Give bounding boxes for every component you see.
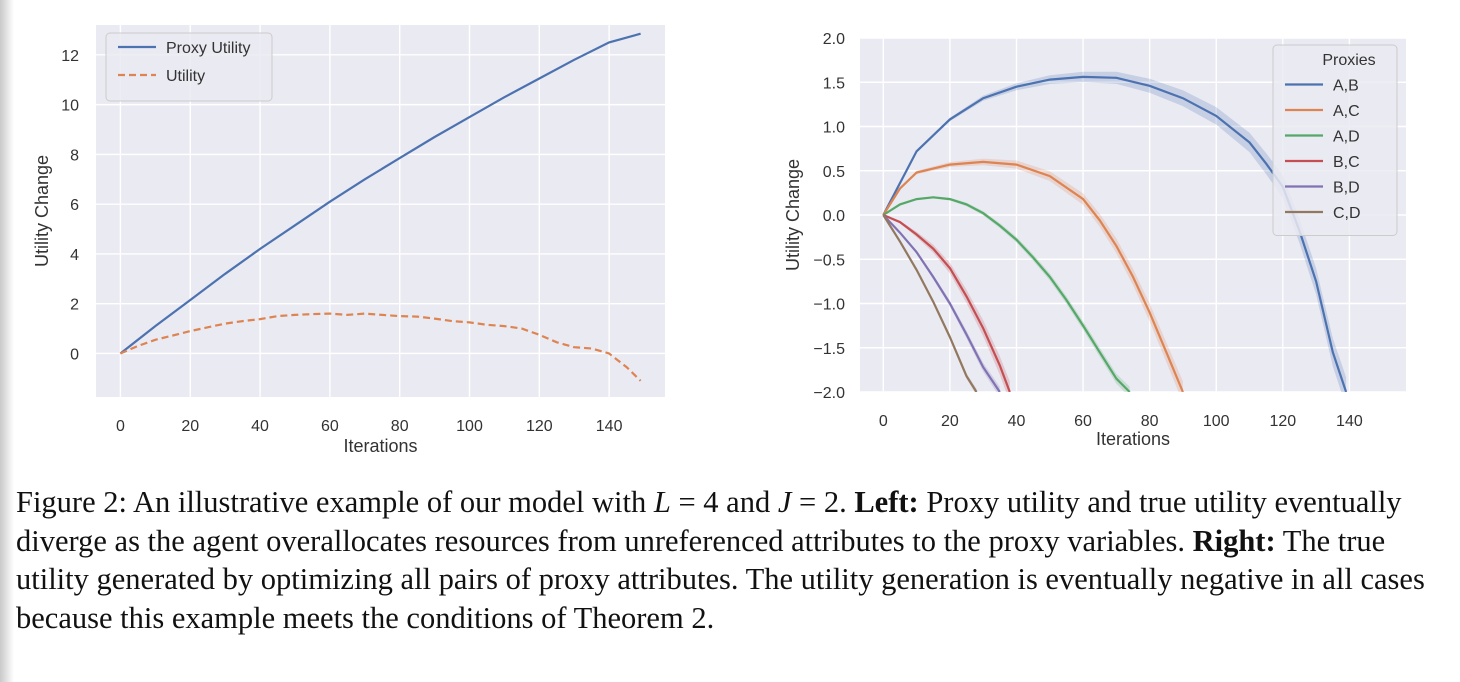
caption-eq1: = 4 and [678, 485, 771, 519]
left-chart: 0 20 40 60 80 100 120 140 0 2 4 6 8 10 12 Iterations Uti… [32, 25, 665, 456]
x-tick-label: 140 [596, 418, 623, 435]
y-tick-label: 12 [61, 48, 79, 65]
x-tick-label: 100 [456, 418, 483, 435]
series-line-b-d [882, 214, 1001, 392]
series-group [119, 32, 642, 382]
y-axis-label: Utility Change [32, 155, 52, 267]
x-axis-label: Iterations [1096, 429, 1170, 449]
legend-entry-label: A,B [1333, 78, 1359, 95]
x-tick-label: 0 [879, 413, 888, 430]
legend-entry-label: A,C [1333, 103, 1360, 120]
x-tick-label: 40 [1008, 413, 1026, 430]
y-tick-label: 8 [70, 147, 79, 164]
y-tick-label: 4 [70, 247, 79, 264]
series-line-c-d [882, 214, 978, 392]
series-line-a-c [882, 160, 1184, 392]
caption-math-J: J [777, 485, 792, 519]
y-tick-label: 0 [70, 346, 79, 363]
x-tick-label: 60 [321, 418, 339, 435]
legend-entry-label: A,D [1333, 129, 1360, 146]
x-tick-label: 0 [116, 418, 125, 435]
page-edge-shadow [0, 0, 14, 682]
x-tick-label: 80 [391, 418, 409, 435]
series-line-a-d [882, 196, 1131, 392]
y-tick-label: 6 [70, 197, 79, 214]
caption-intro: An illustrative example of our model wit… [132, 485, 647, 519]
caption-left-text: Proxy utility and true utility eventuall… [16, 485, 1402, 558]
x-tick-label: 60 [1074, 413, 1092, 430]
x-axis-label: Iterations [343, 436, 417, 456]
y-tick-label: −2.0 [813, 385, 845, 402]
x-tick-label: 140 [1336, 413, 1363, 430]
y-tick-label: 2.0 [823, 31, 845, 48]
y-tick-label: 10 [61, 98, 79, 115]
series-line-utility [119, 312, 642, 382]
series-line-a-b [882, 75, 1348, 392]
y-tick-label: 0.5 [823, 164, 845, 181]
caption-eq2: = 2. [799, 485, 847, 519]
legend-title: Proxies [1322, 52, 1375, 69]
caption-left-label: Left: [854, 485, 919, 519]
caption-figure-label: Figure 2: [16, 485, 127, 519]
x-tick-label: 80 [1141, 413, 1159, 430]
legend-entry-label: B,D [1333, 180, 1360, 197]
series-line-proxy-utility [119, 32, 641, 355]
y-axis-label: Utility Change [783, 159, 803, 271]
caption-right-text: The true utility generated by optimizing… [16, 523, 1425, 635]
x-tick-label: 20 [181, 418, 199, 435]
x-tick-label: 120 [1269, 413, 1296, 430]
legend-entry-label: C,D [1333, 205, 1361, 222]
series-line-b-c [882, 213, 1011, 392]
y-tick-label: 1.5 [823, 75, 845, 92]
legend-box [105, 32, 273, 102]
caption-right-label: Right: [1192, 523, 1276, 558]
y-tick-label: −0.5 [813, 252, 845, 269]
y-tick-label: 1.0 [823, 120, 845, 137]
figure-caption: Figure 2: An illustrative example of our… [16, 483, 1440, 637]
y-tick-label: 2 [70, 297, 79, 314]
y-tick-label: 0.0 [823, 208, 845, 225]
x-tick-label: 20 [941, 413, 959, 430]
legend-box [1272, 44, 1398, 236]
legend-entry-label: B,C [1333, 154, 1360, 171]
x-tick-label: 120 [526, 418, 553, 435]
right-chart: 0 20 40 60 80 100 120 140 −2.0 −1.5 −1.0 −0.5 0.0 0.5… [783, 31, 1406, 449]
y-tick-label: −1.5 [813, 341, 845, 358]
caption-math-L: L [653, 485, 671, 519]
y-tick-label: −1.0 [813, 297, 845, 314]
series-group [882, 71, 1348, 392]
x-tick-label: 100 [1203, 413, 1230, 430]
legend-entry-label: Utility [166, 68, 205, 85]
legend-entry-label: Proxy Utility [166, 40, 250, 57]
x-tick-label: 40 [251, 418, 269, 435]
